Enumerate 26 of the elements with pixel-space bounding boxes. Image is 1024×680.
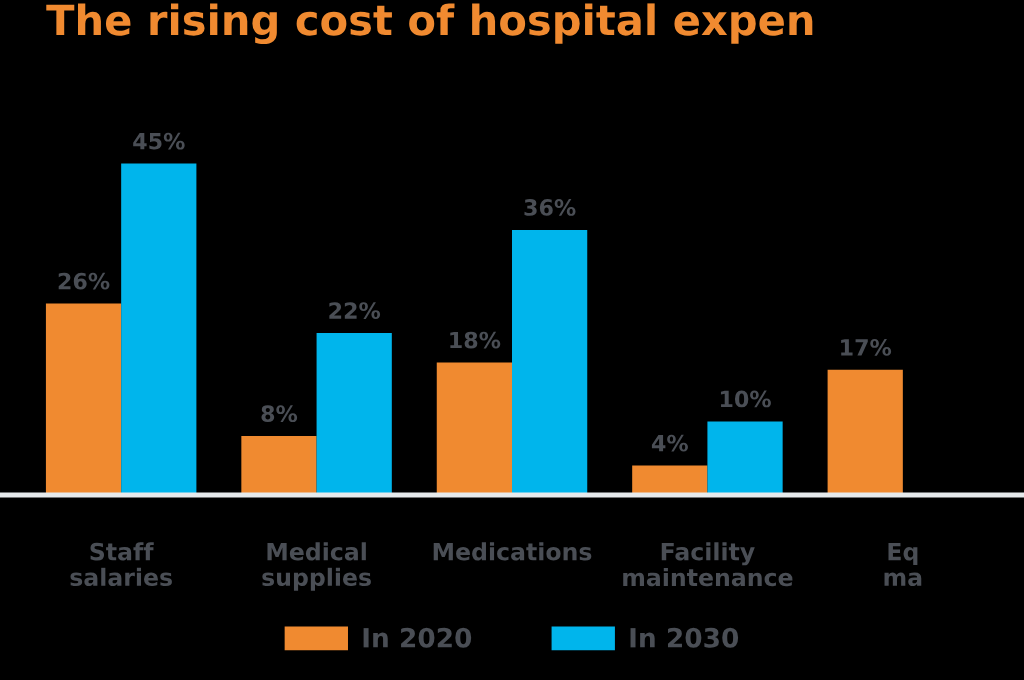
x-tick-label: Eq ma <box>884 542 922 587</box>
x-tick-label: Facility maintenance <box>623 542 793 587</box>
data-label: 36% <box>524 199 576 216</box>
x-tick-label: Medications <box>433 542 592 561</box>
data-label: 22% <box>329 302 381 319</box>
data-label: 4% <box>651 434 688 452</box>
bar <box>632 465 708 496</box>
data-label: 45% <box>133 132 185 150</box>
bar <box>436 362 512 496</box>
bar <box>316 333 392 496</box>
data-label: 8% <box>261 405 298 423</box>
x-tick-label: Staff salaries <box>70 542 172 587</box>
bar <box>241 436 317 496</box>
data-label: 18% <box>450 331 501 349</box>
data-label: 17% <box>841 339 892 356</box>
x-tick-label: Medical supplies <box>262 542 371 591</box>
legend-label: In 2030 <box>630 627 739 648</box>
data-label: 10% <box>720 390 771 408</box>
data-label: 26% <box>58 272 110 290</box>
bar <box>512 229 588 496</box>
legend-label: In 2020 <box>363 627 472 648</box>
bar <box>827 369 903 496</box>
chart-title: The rising cost of hospital expen <box>46 3 813 45</box>
bar <box>707 421 783 496</box>
bar <box>121 163 197 496</box>
bar <box>45 303 122 496</box>
